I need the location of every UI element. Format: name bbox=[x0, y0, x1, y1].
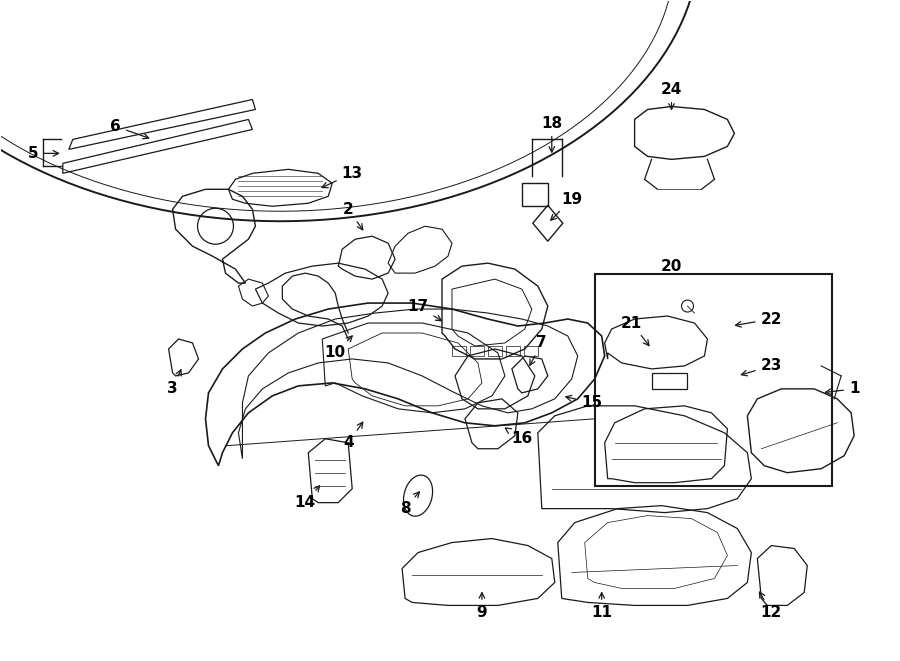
Text: 9: 9 bbox=[477, 593, 487, 620]
Text: 12: 12 bbox=[760, 592, 782, 620]
Text: 13: 13 bbox=[322, 166, 363, 188]
Text: 7: 7 bbox=[530, 336, 547, 366]
Text: 24: 24 bbox=[661, 82, 682, 109]
Text: 22: 22 bbox=[735, 311, 782, 327]
Text: 5: 5 bbox=[28, 146, 58, 161]
Text: 21: 21 bbox=[621, 315, 649, 346]
Text: 15: 15 bbox=[566, 395, 602, 410]
Text: 2: 2 bbox=[343, 202, 363, 230]
Text: 20: 20 bbox=[661, 258, 682, 274]
Bar bbox=[595, 274, 832, 486]
Text: 4: 4 bbox=[343, 422, 363, 450]
Text: 18: 18 bbox=[541, 116, 562, 152]
Text: 14: 14 bbox=[294, 486, 320, 510]
Text: 19: 19 bbox=[551, 192, 582, 220]
Text: 23: 23 bbox=[742, 358, 782, 376]
Text: 16: 16 bbox=[505, 428, 533, 446]
Text: 11: 11 bbox=[591, 593, 612, 620]
Text: 3: 3 bbox=[167, 369, 181, 397]
Text: 17: 17 bbox=[408, 299, 442, 321]
Text: 6: 6 bbox=[111, 119, 148, 139]
Text: 1: 1 bbox=[825, 381, 860, 397]
Text: 8: 8 bbox=[400, 492, 419, 516]
Text: 10: 10 bbox=[325, 336, 352, 360]
